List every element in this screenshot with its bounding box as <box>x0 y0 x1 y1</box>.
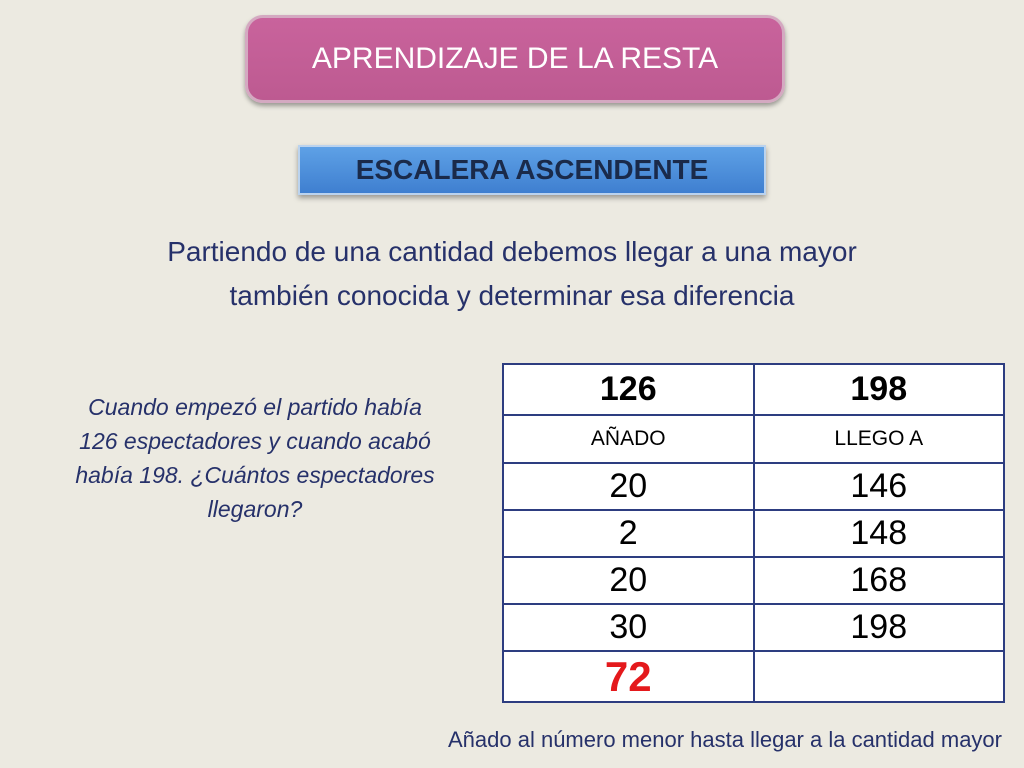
result-total: 72 <box>502 650 755 703</box>
intro-line: también conocida y determinar esa difere… <box>229 280 795 311</box>
reached-cell: 146 <box>752 462 1005 511</box>
problem-line: había 198. ¿Cuántos espectadores <box>75 462 435 488</box>
table-row: 20 146 <box>502 462 1005 511</box>
column-label-added: AÑADO <box>502 414 755 464</box>
slide-subtitle: ESCALERA ASCENDENTE <box>298 145 766 195</box>
reached-cell: 168 <box>752 556 1005 605</box>
problem-line: Cuando empezó el partido había <box>88 394 422 420</box>
problem-line: 126 espectadores y cuando acabó <box>79 428 431 454</box>
result-row: 72 <box>502 650 1005 703</box>
slide-title-text: APRENDIZAJE DE LA RESTA <box>311 42 719 75</box>
problem-statement: Cuando empezó el partido había 126 espec… <box>20 390 490 526</box>
empty-cell <box>752 650 1005 703</box>
table-label-row: AÑADO LLEGO A <box>502 414 1005 464</box>
table-row: 30 198 <box>502 603 1005 652</box>
slide-title: APRENDIZAJE DE LA RESTA <box>245 15 785 103</box>
table-row: 2 148 <box>502 509 1005 558</box>
added-cell: 20 <box>502 462 755 511</box>
target-number: 198 <box>752 363 1005 416</box>
table-row: 20 168 <box>502 556 1005 605</box>
reached-cell: 148 <box>752 509 1005 558</box>
added-cell: 2 <box>502 509 755 558</box>
reached-cell: 198 <box>752 603 1005 652</box>
start-number: 126 <box>502 363 755 416</box>
staircase-table: 126 198 AÑADO LLEGO A 20 146 2 148 20 16… <box>502 363 1005 703</box>
intro-text: Partiendo de una cantidad debemos llegar… <box>60 230 964 318</box>
intro-line: Partiendo de una cantidad debemos llegar… <box>167 236 857 267</box>
column-label-reached: LLEGO A <box>752 414 1005 464</box>
added-cell: 20 <box>502 556 755 605</box>
added-cell: 30 <box>502 603 755 652</box>
table-header-row: 126 198 <box>502 363 1005 416</box>
footer-note: Añado al número menor hasta llegar a la … <box>448 727 1002 752</box>
slide-subtitle-text: ESCALERA ASCENDENTE <box>355 154 709 185</box>
problem-line: llegaron? <box>207 496 303 522</box>
